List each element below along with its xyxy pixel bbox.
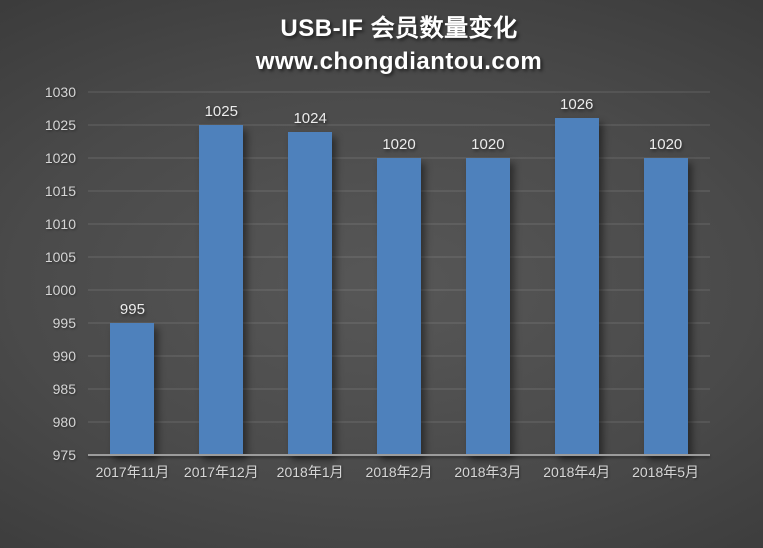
x-category-label: 2018年2月: [365, 464, 433, 480]
x-category-label: 2018年5月: [632, 464, 700, 480]
x-category-label: 2018年3月: [454, 464, 522, 480]
y-tick-label: 1025: [44, 117, 76, 133]
y-tick-label: 1005: [44, 249, 76, 265]
x-axis-line: [88, 454, 710, 456]
bar-slot: 995: [88, 92, 177, 455]
bars: 995 1025 1024 1020 1020 1026 1020: [88, 92, 710, 455]
y-tick-label: 995: [52, 315, 76, 331]
bar-slot: 1020: [621, 92, 710, 455]
y-tick-label: 1030: [44, 84, 76, 100]
chart-title-block: USB-IF 会员数量变化 www.chongdiantou.com: [88, 12, 710, 78]
gridline: [88, 91, 710, 93]
bar: [110, 323, 155, 455]
bar-slot: 1026: [532, 92, 621, 455]
bar: [377, 158, 421, 455]
y-tick-label: 975: [52, 447, 76, 463]
bar-slot: 1025: [177, 92, 266, 455]
bar: [199, 125, 244, 455]
gridline: [88, 124, 710, 126]
y-axis-labels: 975 980 985 990 995 1000 1005 1010 1015 1020 1025 1…: [0, 85, 82, 462]
bar-value-label: 995: [119, 301, 145, 318]
plot-area: 995 1025 1024 1020 1020 1026 1020: [88, 91, 710, 456]
chart-title: USB-IF 会员数量变化: [280, 15, 518, 42]
bar-slot: 1020: [443, 92, 532, 455]
y-tick-label: 1020: [44, 150, 76, 166]
bar-value-label: 1020: [471, 136, 505, 153]
bar-slot: 1020: [355, 92, 444, 455]
bar-value-label: 1020: [648, 136, 683, 153]
y-tick-label: 1000: [44, 282, 76, 298]
bar-value-label: 1026: [560, 96, 594, 114]
y-tick-label: 980: [52, 414, 76, 430]
y-tick-label: 1010: [44, 216, 76, 232]
bar-slot: 1024: [266, 92, 355, 455]
chart-subtitle: www.chongdiantou.com: [255, 48, 543, 75]
bar-value-label: 1025: [204, 103, 238, 120]
x-category-label: 2018年4月: [543, 464, 611, 480]
bar: [643, 158, 688, 455]
x-category-label: 2017年12月: [183, 464, 259, 480]
y-tick-label: 1015: [44, 183, 76, 199]
x-category-label: 2017年11月: [95, 464, 170, 480]
bar-value-label: 1020: [382, 136, 416, 153]
bar: [465, 158, 510, 455]
y-tick-label: 985: [52, 381, 76, 397]
bar-value-label: 1024: [293, 109, 327, 127]
x-axis-labels: 2017年11月 2017年12月 2018年1月 2018年2月 2018年3月 201…: [88, 461, 710, 483]
bar: [288, 131, 333, 455]
y-tick-label: 990: [52, 348, 76, 364]
x-category-label: 2018年1月: [276, 464, 344, 480]
bar: [554, 118, 599, 455]
